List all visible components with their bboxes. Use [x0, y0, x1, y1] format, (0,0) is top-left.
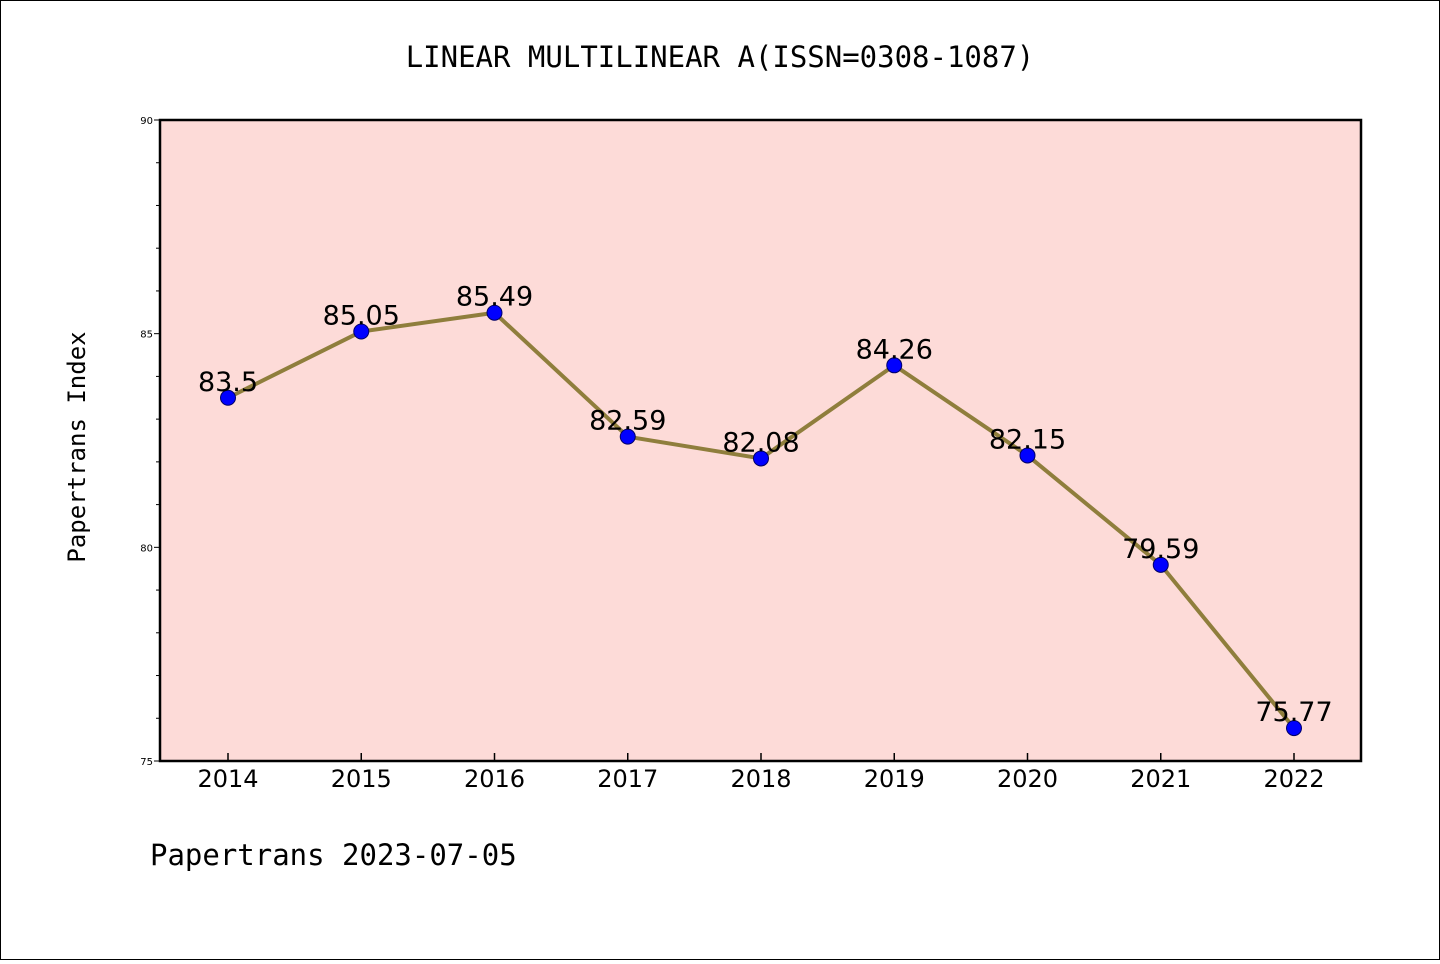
- data-label: 82.08: [722, 427, 799, 458]
- data-point: [753, 450, 769, 467]
- y-tick-label: 75: [140, 757, 153, 768]
- data-label: 75.77: [1255, 697, 1332, 728]
- x-tick-label: 2022: [1263, 765, 1324, 793]
- data-point: [1019, 447, 1036, 464]
- footer-text: Papertrans 2023-07-05: [150, 838, 517, 872]
- x-tick-label: 2014: [197, 765, 258, 793]
- y-tick-label: 90: [140, 116, 153, 127]
- y-tick-label: 85: [140, 330, 153, 341]
- series-group: 83.5 85.05 85.49 82.59 82.08 84.26 82.15 79.59 7…: [198, 282, 1333, 737]
- data-label: 84.26: [856, 334, 933, 365]
- data-point: [1152, 556, 1169, 573]
- y-axis: 75 80 85 90: [140, 116, 160, 768]
- plot-border: [158, 118, 1363, 763]
- y-tick-label: 80: [140, 543, 153, 554]
- chart-title: LINEAR MULTILINEAR A(ISSN=0308-1087): [406, 40, 1035, 74]
- plot-area: [160, 120, 1361, 761]
- data-point: [220, 389, 236, 406]
- data-point: [353, 323, 370, 340]
- x-tick-label: 2016: [464, 765, 525, 793]
- data-point: [486, 304, 503, 321]
- x-tick-label: 2015: [331, 765, 392, 793]
- x-tick-label: 2018: [730, 765, 791, 793]
- x-tick-label: 2017: [597, 765, 658, 793]
- x-tick-label: 2020: [997, 765, 1058, 793]
- data-label: 85.49: [456, 282, 533, 313]
- data-label: 82.15: [989, 424, 1066, 455]
- x-tick-label: 2021: [1130, 765, 1191, 793]
- data-label: 85.05: [323, 301, 400, 332]
- y-axis-label: Papertrans Index: [63, 331, 91, 562]
- data-label: 83.5: [198, 367, 258, 398]
- data-label: 82.59: [589, 406, 666, 437]
- x-tick-label: 2019: [864, 765, 925, 793]
- data-point: [619, 428, 636, 445]
- x-axis: 2014 2015 2016 2017 2018 2019 2020 2021 2022: [197, 753, 1325, 793]
- data-point: [1286, 720, 1302, 737]
- data-point: [886, 357, 903, 374]
- data-label: 79.59: [1122, 534, 1199, 565]
